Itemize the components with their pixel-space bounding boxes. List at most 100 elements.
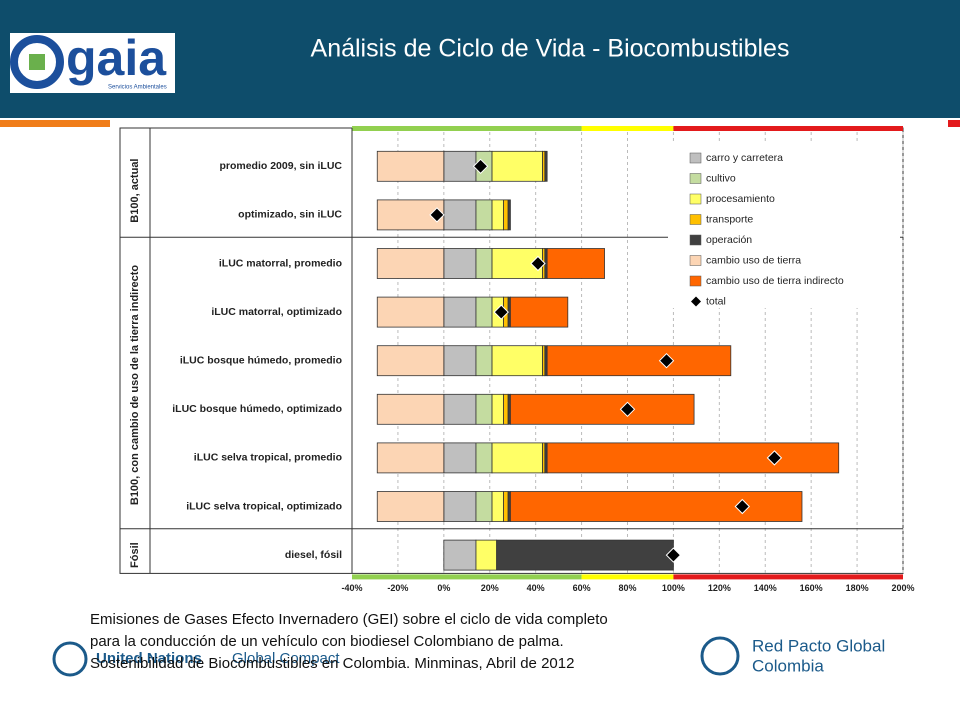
group-label: Fósil (129, 542, 141, 568)
bar-segment (503, 393, 509, 425)
y-tick-label: iLUC selva tropical, optimizado (186, 500, 342, 512)
bar-segment (443, 393, 477, 425)
threshold-band (673, 574, 903, 580)
bar-segment (544, 150, 548, 182)
bar-segment (475, 442, 493, 474)
total-marker (766, 450, 783, 466)
bar-segment (475, 248, 493, 279)
threshold-band (581, 126, 674, 131)
legend-box (668, 143, 900, 308)
bar-segment (376, 491, 445, 522)
caption-line: Sostenibilidad de Biocombustibles en Col… (90, 655, 574, 672)
bar-segment (510, 393, 695, 425)
y-tick-label: promedio 2009, sin iLUC (219, 160, 342, 172)
x-tick-label: -40% (341, 583, 362, 593)
legend-swatch (689, 234, 702, 246)
bar-segment (475, 199, 493, 231)
un-text: United Nations (96, 650, 202, 667)
total-marker (530, 255, 546, 272)
legend-label: procesamiento (706, 193, 775, 205)
legend-label: cambio uso de tierra (706, 254, 801, 266)
legend-marker (691, 296, 701, 307)
threshold-band (581, 574, 674, 580)
y-tick-label: iLUC selva tropical, promedio (194, 452, 342, 464)
bar-segment (443, 248, 477, 279)
bar-segment (376, 345, 445, 377)
accent-stripe (948, 120, 960, 127)
bar-segment (475, 539, 498, 571)
legend-swatch (689, 193, 702, 205)
logo-name: gaia (66, 30, 167, 86)
y-tick-label: diesel, fósil (285, 549, 342, 561)
legend-label: operación (706, 234, 752, 246)
x-tick-label: 100% (662, 583, 685, 593)
logo-ring (10, 35, 64, 89)
bar-segment (443, 539, 477, 571)
red-text: Colombia (752, 656, 824, 675)
x-tick-label: -20% (387, 583, 408, 593)
x-tick-label: 180% (846, 583, 869, 593)
legend-label: total (706, 295, 726, 307)
y-tick-label: iLUC matorral, promedio (219, 257, 342, 269)
bar-segment (546, 345, 732, 377)
title: Análisis de Ciclo de Vida - Biocombustib… (311, 35, 790, 63)
bar-segment (510, 491, 803, 522)
caption-line: para la conducción de un vehículo con bi… (90, 633, 564, 650)
x-tick-label: 0% (437, 583, 450, 593)
total-marker (429, 207, 445, 223)
bar-segment (443, 296, 477, 328)
legend-swatch (689, 173, 702, 184)
bar-segment (491, 442, 543, 474)
bar-segment (491, 199, 504, 231)
bar-segment (491, 345, 543, 377)
bar-segment (475, 393, 493, 425)
x-tick-label: 80% (618, 583, 636, 593)
bar-segment (507, 199, 511, 231)
bar-segment (376, 296, 445, 328)
bar-segment (475, 345, 493, 377)
bar-segment (546, 248, 605, 279)
bar-segment (443, 199, 477, 231)
y-tick-label: iLUC bosque húmedo, promedio (180, 354, 342, 366)
legend-swatch (689, 214, 702, 225)
bar-segment (496, 539, 674, 571)
bar-segment (443, 442, 477, 474)
threshold-band (673, 126, 903, 131)
chart: -40% -20% 0% 20% 40% 60% 80% 100% 120% 140% 160% 18… (119, 126, 915, 593)
bar-segment (475, 296, 493, 328)
bar-segment (546, 442, 840, 474)
y-tick-label: iLUC bosque húmedo, optimizado (172, 403, 342, 415)
legend-swatch (689, 275, 702, 287)
x-tick-label: 140% (754, 583, 777, 593)
bar-segment (443, 491, 477, 522)
group-label: B100, con cambio de uso de la tierra ind… (129, 265, 141, 506)
total-marker (472, 158, 489, 175)
x-tick-label: 20% (481, 583, 499, 593)
x-tick-label: 60% (573, 583, 591, 593)
legend-label: carro y carretera (706, 152, 783, 164)
accent-stripe (0, 120, 110, 127)
bar-segment (491, 491, 504, 522)
bar-segment (475, 491, 493, 522)
bar-segment (503, 491, 509, 522)
x-tick-label: 120% (708, 583, 731, 593)
group-label: B100, actual (129, 158, 141, 222)
bar-segment (503, 199, 509, 231)
bar-segment (376, 393, 445, 425)
logo-cross (29, 54, 45, 70)
x-tick-label: 160% (800, 583, 823, 593)
caption-line: Emisiones de Gases Efecto Invernadero (G… (90, 611, 608, 628)
legend-label: cultivo (706, 172, 736, 184)
bar-segment (376, 248, 445, 279)
un-logo (52, 641, 88, 677)
bar-segment (443, 345, 477, 377)
bar-segment (491, 393, 504, 425)
logo-sub: Servicios Ambientales (108, 85, 167, 91)
red-logo (700, 636, 740, 676)
x-tick-label: 40% (527, 583, 545, 593)
legend-swatch (689, 255, 702, 266)
legend-swatch (689, 152, 702, 164)
bar-segment (376, 442, 445, 474)
total-marker (619, 401, 636, 418)
